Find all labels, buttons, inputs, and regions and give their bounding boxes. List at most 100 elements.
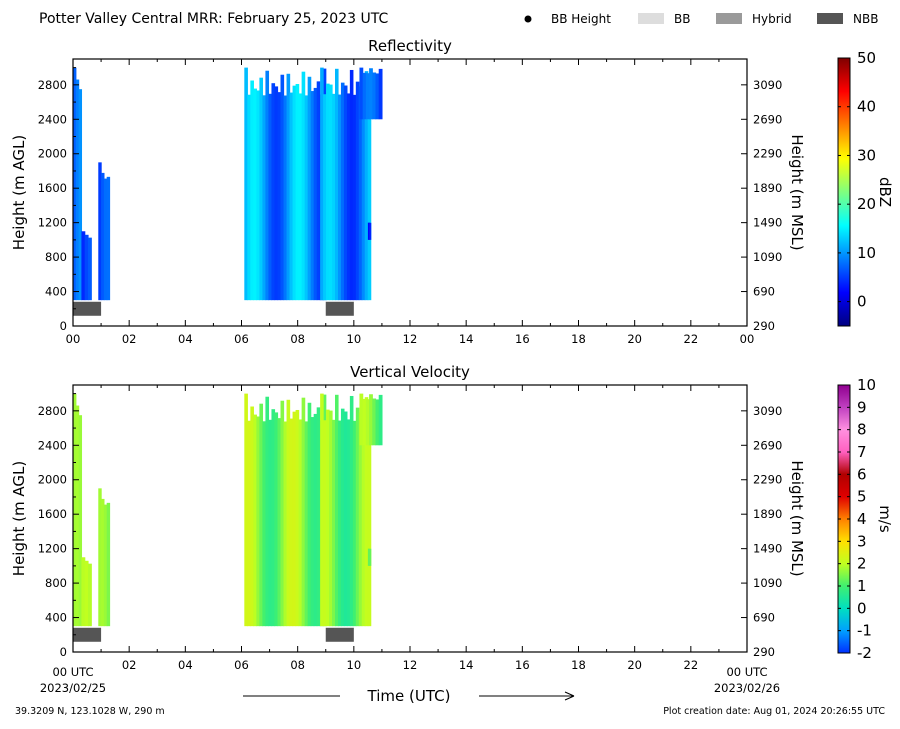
nbb-marker	[325, 301, 354, 316]
echo-column	[301, 397, 306, 627]
echo-column	[292, 411, 297, 627]
legend-marker-bb-height	[524, 15, 532, 23]
colorbar-tick-label: 7	[857, 443, 867, 461]
end-date-label: 2023/02/26	[714, 681, 780, 695]
y-right-tick-label: 1890	[753, 507, 782, 521]
echo-column	[87, 563, 92, 627]
echo-column	[78, 89, 83, 301]
echo-column	[358, 86, 363, 301]
y-right-axis-label: Height (m MSL)	[788, 460, 806, 576]
echo-column	[337, 420, 342, 627]
y-right-tick-label: 3090	[753, 404, 782, 418]
y-tick-label: 0	[60, 319, 67, 333]
time-arrow-head	[564, 691, 575, 701]
echo-column	[369, 222, 372, 240]
echo-column	[367, 421, 372, 627]
echo-column	[253, 88, 257, 301]
y-right-tick-label: 2690	[753, 112, 782, 126]
colorbar-tick-label: -1	[857, 622, 872, 640]
x-tick-label: 08	[290, 332, 305, 346]
colorbar-tick-label: 2	[857, 555, 867, 573]
colorbar-tick-label: 20	[857, 195, 876, 213]
echo-column	[87, 237, 92, 301]
y-tick-label: 1200	[38, 216, 67, 230]
echo-column	[98, 488, 102, 627]
echo-column	[274, 86, 279, 301]
echo-column	[283, 421, 288, 627]
colorbar-tick-label: 0	[857, 293, 867, 311]
start-date-label: 2023/02/25	[40, 681, 106, 695]
echo-column	[364, 71, 369, 301]
echo-column	[346, 419, 351, 627]
y-right-tick-label: 1090	[753, 576, 782, 590]
echo-column	[313, 87, 318, 301]
echo-column	[256, 90, 260, 301]
x-tick-label: 18	[571, 658, 586, 672]
y-tick-label: 2400	[38, 112, 67, 126]
echo-column	[304, 421, 309, 627]
colorbar-tick-label: 10	[857, 244, 876, 262]
nbb-marker	[73, 627, 102, 642]
echo-column	[310, 417, 315, 627]
echo-column	[320, 67, 324, 301]
legend-label: BB	[674, 12, 690, 26]
echo-column	[375, 73, 380, 120]
legend-label: Hybrid	[752, 12, 792, 26]
echo-column	[81, 557, 86, 627]
echo-column	[84, 234, 89, 301]
x-tick-label: 10	[347, 658, 362, 672]
echo-column	[340, 82, 345, 301]
y-tick-label: 2000	[38, 473, 67, 487]
echo-column	[335, 68, 339, 301]
colorbar-tick-label: 6	[857, 465, 867, 483]
echo-column	[289, 418, 294, 627]
echo-column	[106, 176, 111, 301]
legend-label: BB Height	[551, 12, 611, 26]
x-tick-label: 12	[403, 332, 418, 346]
echo-column	[346, 93, 351, 301]
echo-column	[307, 76, 312, 301]
y-right-tick-label: 1890	[753, 181, 782, 195]
colorbar-tick-label: 8	[857, 421, 867, 439]
echo-column	[365, 73, 370, 120]
echo-column	[103, 178, 108, 301]
echo-column	[364, 397, 369, 627]
echo-column	[359, 393, 364, 446]
x-tick-label: 18	[571, 332, 586, 346]
y-tick-label: 1600	[38, 181, 67, 195]
echo-column	[349, 395, 354, 627]
echo-column	[359, 67, 364, 120]
echo-column	[103, 504, 108, 627]
echo-column	[277, 92, 282, 301]
colorbar-tick-label: 5	[857, 488, 867, 506]
echo-column	[295, 83, 300, 301]
echo-column	[343, 85, 348, 301]
figure-title: Potter Valley Central MRR: February 25, …	[39, 11, 388, 27]
y-right-axis-label: Height (m MSL)	[788, 134, 806, 250]
echo-column	[250, 80, 254, 301]
colorbar-tick-label: -2	[857, 644, 872, 662]
x-tick-label: 06	[234, 658, 249, 672]
x-tick-label: 00	[66, 332, 81, 346]
echo-column	[332, 93, 336, 301]
x-tick-label: 22	[684, 332, 699, 346]
echo-column	[277, 418, 282, 627]
echo-column	[250, 406, 254, 627]
legend-swatch	[638, 13, 664, 24]
echo-column	[375, 399, 380, 446]
echo-column	[326, 409, 330, 627]
echo-column	[372, 398, 377, 446]
colorbar-label: m/s	[876, 505, 894, 533]
echo-column	[259, 77, 264, 301]
echo-column	[298, 419, 303, 627]
echo-column	[262, 421, 267, 627]
legend: BB Height BB Hybrid NBB	[524, 12, 878, 26]
echo-column	[369, 394, 373, 446]
echo-column	[283, 95, 288, 301]
y-axis-label: Height (m AGL)	[10, 135, 28, 250]
y-tick-label: 2800	[38, 404, 67, 418]
echo-column	[289, 92, 294, 301]
echo-column	[268, 419, 273, 627]
echo-column	[253, 414, 257, 627]
colorbar-tick-label: 9	[857, 398, 867, 416]
